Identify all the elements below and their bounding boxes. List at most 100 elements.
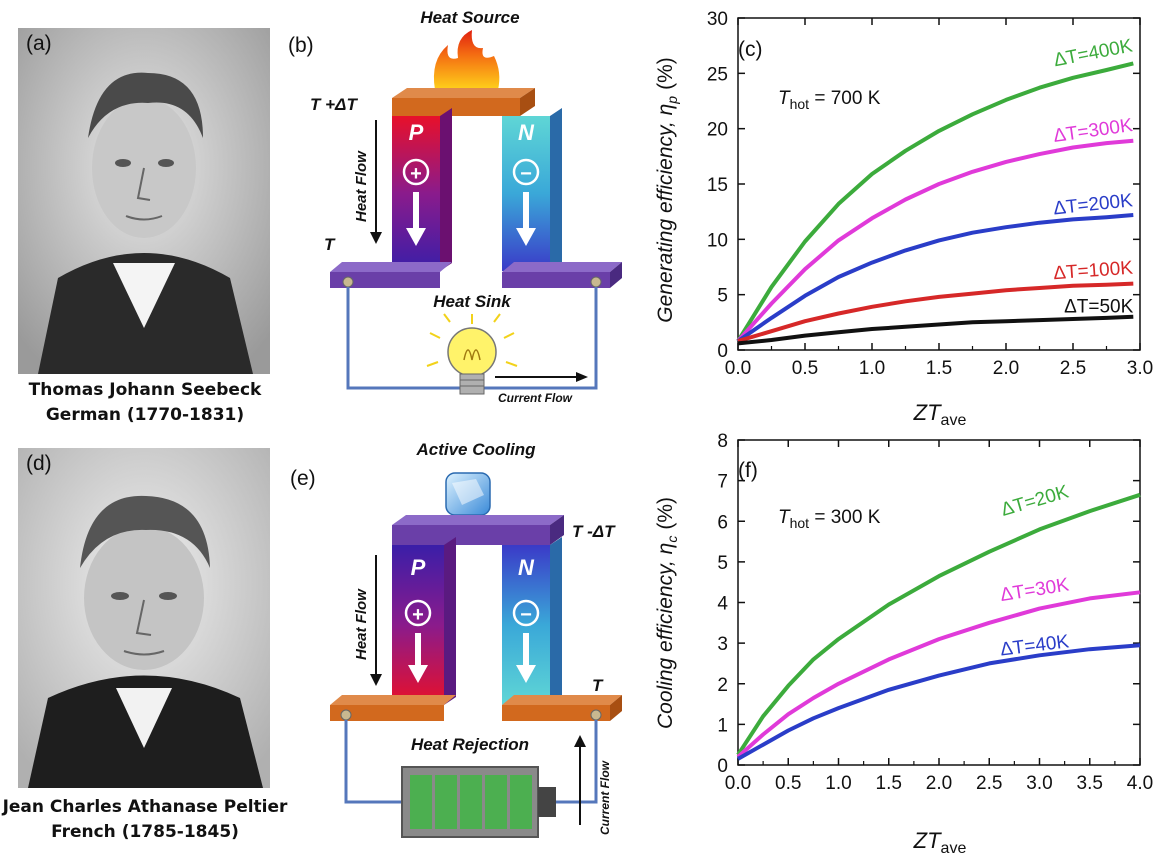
right-contact (590, 276, 602, 288)
n-sign-e: − (520, 604, 532, 626)
chart-c-ylabel-main: Generating efficiency, η (654, 104, 677, 323)
c-y-tick-label: 0 (717, 341, 728, 362)
seebeck-name: Thomas Johann Seebeck (28, 380, 262, 400)
f-series-line-0 (736, 492, 1141, 756)
chart-f-annotation-main: T (778, 507, 791, 528)
peltier-portrait: (d) (18, 448, 270, 788)
cold-plate-right (502, 272, 610, 288)
hot-plate (392, 98, 520, 116)
c-x-tick-label: 1.5 (926, 358, 952, 379)
f-y-tick-label: 6 (717, 512, 728, 533)
n-down-arrow-icon (516, 192, 536, 246)
f-series-label-2: ΔT=40K (999, 631, 1071, 660)
c-x-tick-label: 2.0 (993, 358, 1019, 379)
f-x-tick-label: 0.5 (775, 773, 801, 794)
current-flow-label-e: Current Flow (598, 760, 612, 835)
chart-f-xlabel: ZTave (913, 828, 967, 853)
c-series-line-0 (736, 61, 1134, 343)
f-x-tick-label: 1.0 (825, 773, 851, 794)
f-x-tick-label: 4.0 (1127, 773, 1153, 794)
cooling-efficiency-chart: 0.0 0.5 1.0 1.5 2.0 2.5 3.0 3.5 4.0 0 1 2 3 4 5 6 7 8 ΔT=… (654, 431, 1153, 853)
c-series-label-4: ΔT=50K (1064, 296, 1134, 317)
p-leg-label: P (409, 120, 424, 145)
cold-plate-left (330, 272, 440, 288)
f-series-line-1 (736, 590, 1141, 759)
heat-rejection-label: Heat Rejection (411, 735, 529, 754)
heat-flow-arrow-icon (370, 232, 382, 244)
c-x-tick-label: 0.5 (792, 358, 818, 379)
right-contact-e (590, 709, 602, 721)
panel-b-label: (b) (288, 34, 314, 57)
current-flow-arrow-icon-e (574, 735, 586, 747)
f-x-tick-label: 0.0 (725, 773, 751, 794)
cold-temperature-label: T (324, 235, 336, 254)
c-y-tick-label: 30 (707, 9, 728, 30)
f-y-tick-label: 0 (717, 756, 728, 777)
heat-flow-arrow-icon-e (370, 674, 382, 686)
flame-icon (433, 30, 500, 90)
chart-c-xlabel-sub: ave (941, 412, 967, 425)
cold-plate (392, 525, 550, 545)
panel-e-label: (e) (290, 467, 316, 490)
f-y-tick-label: 4 (717, 594, 728, 615)
c-x-tick-label: 0.0 (725, 358, 751, 379)
n-down-arrow-icon-e (516, 633, 536, 683)
positive-carrier-icon (402, 158, 430, 186)
heat-source-label: Heat Source (420, 8, 519, 27)
chart-c-panel-label: (c) (738, 38, 763, 61)
f-y-tick-label: 5 (717, 553, 728, 574)
chart-f-annotation: Thot = 300 K (778, 507, 881, 531)
heat-flow-label-e: Heat Flow (353, 588, 370, 660)
chart-f-xlabel-sub: ave (941, 840, 967, 853)
c-y-tick-label: 5 (717, 286, 728, 307)
chart-f-annotation-rest: = 300 K (809, 507, 881, 528)
chart-c-ylabel-sub: p (664, 96, 680, 105)
f-series-label-0: ΔT=20K (999, 481, 1072, 520)
f-series-line-2 (737, 643, 1141, 761)
c-y-tick-label: 15 (707, 175, 728, 196)
chart-f-ylabel: Cooling efficiency, ηc (%) (654, 497, 680, 729)
c-series-line-3 (737, 281, 1134, 344)
f-y-tick-label: 7 (717, 472, 728, 493)
f-x-tick-label: 1.5 (876, 773, 902, 794)
p-sign: + (410, 163, 422, 185)
chart-c-annotation-main: T (778, 88, 791, 109)
chart-c-ylabel-unit: (%) (654, 57, 677, 90)
ice-cube-icon (445, 472, 491, 516)
p-sign-e: + (412, 604, 424, 626)
f-y-tick-label: 2 (717, 675, 728, 696)
seebeck-portrait: (a) (18, 28, 270, 374)
cold-temperature-label-e: T -ΔT (572, 522, 616, 541)
seebeck-portrait-drawing (18, 28, 270, 374)
hot-temperature-label: T +ΔT (310, 95, 358, 114)
chart-f-xlabel-main: ZT (913, 828, 942, 853)
f-plot-frame (737, 439, 1141, 766)
seebeck-dates: German (1770-1831) (45, 405, 245, 425)
p-leg-label-e: P (411, 555, 426, 580)
negative-carrier-icon-e (512, 599, 540, 627)
n-leg-label-e: N (518, 555, 535, 580)
n-sign: − (520, 163, 532, 185)
heat-sink-label: Heat Sink (433, 292, 512, 311)
f-x-tick-label: 2.5 (976, 773, 1002, 794)
c-y-tick-label: 10 (707, 230, 728, 251)
seebeck-generator-diagram: Heat Source (b) P N + − T +ΔT T Heat Flo… (288, 8, 622, 405)
negative-carrier-icon (512, 158, 540, 186)
left-contact-e (340, 709, 352, 721)
current-flow-arrow-icon (576, 372, 588, 382)
hot-plate-right (502, 705, 610, 721)
panel-a-label: (a) (26, 32, 52, 55)
peltier-name: Jean Charles Athanase Peltier (2, 797, 288, 817)
c-y-tick-label: 20 (707, 120, 728, 141)
chart-c-annotation-sub: hot (790, 96, 810, 112)
chart-c-xlabel: ZTave (913, 400, 967, 425)
chart-f-ylabel-unit: (%) (654, 497, 677, 530)
f-series-label-1: ΔT=30K (999, 574, 1071, 606)
f-x-tick-label: 3.0 (1026, 773, 1052, 794)
c-x-tick-label: 3.0 (1127, 358, 1153, 379)
battery-icon (401, 766, 556, 838)
peltier-cooler-diagram: Active Cooling (e) T -ΔT P N + − T Heat … (290, 440, 622, 838)
peltier-dates: French (1785-1845) (51, 822, 239, 842)
hot-plate-left (330, 705, 444, 721)
